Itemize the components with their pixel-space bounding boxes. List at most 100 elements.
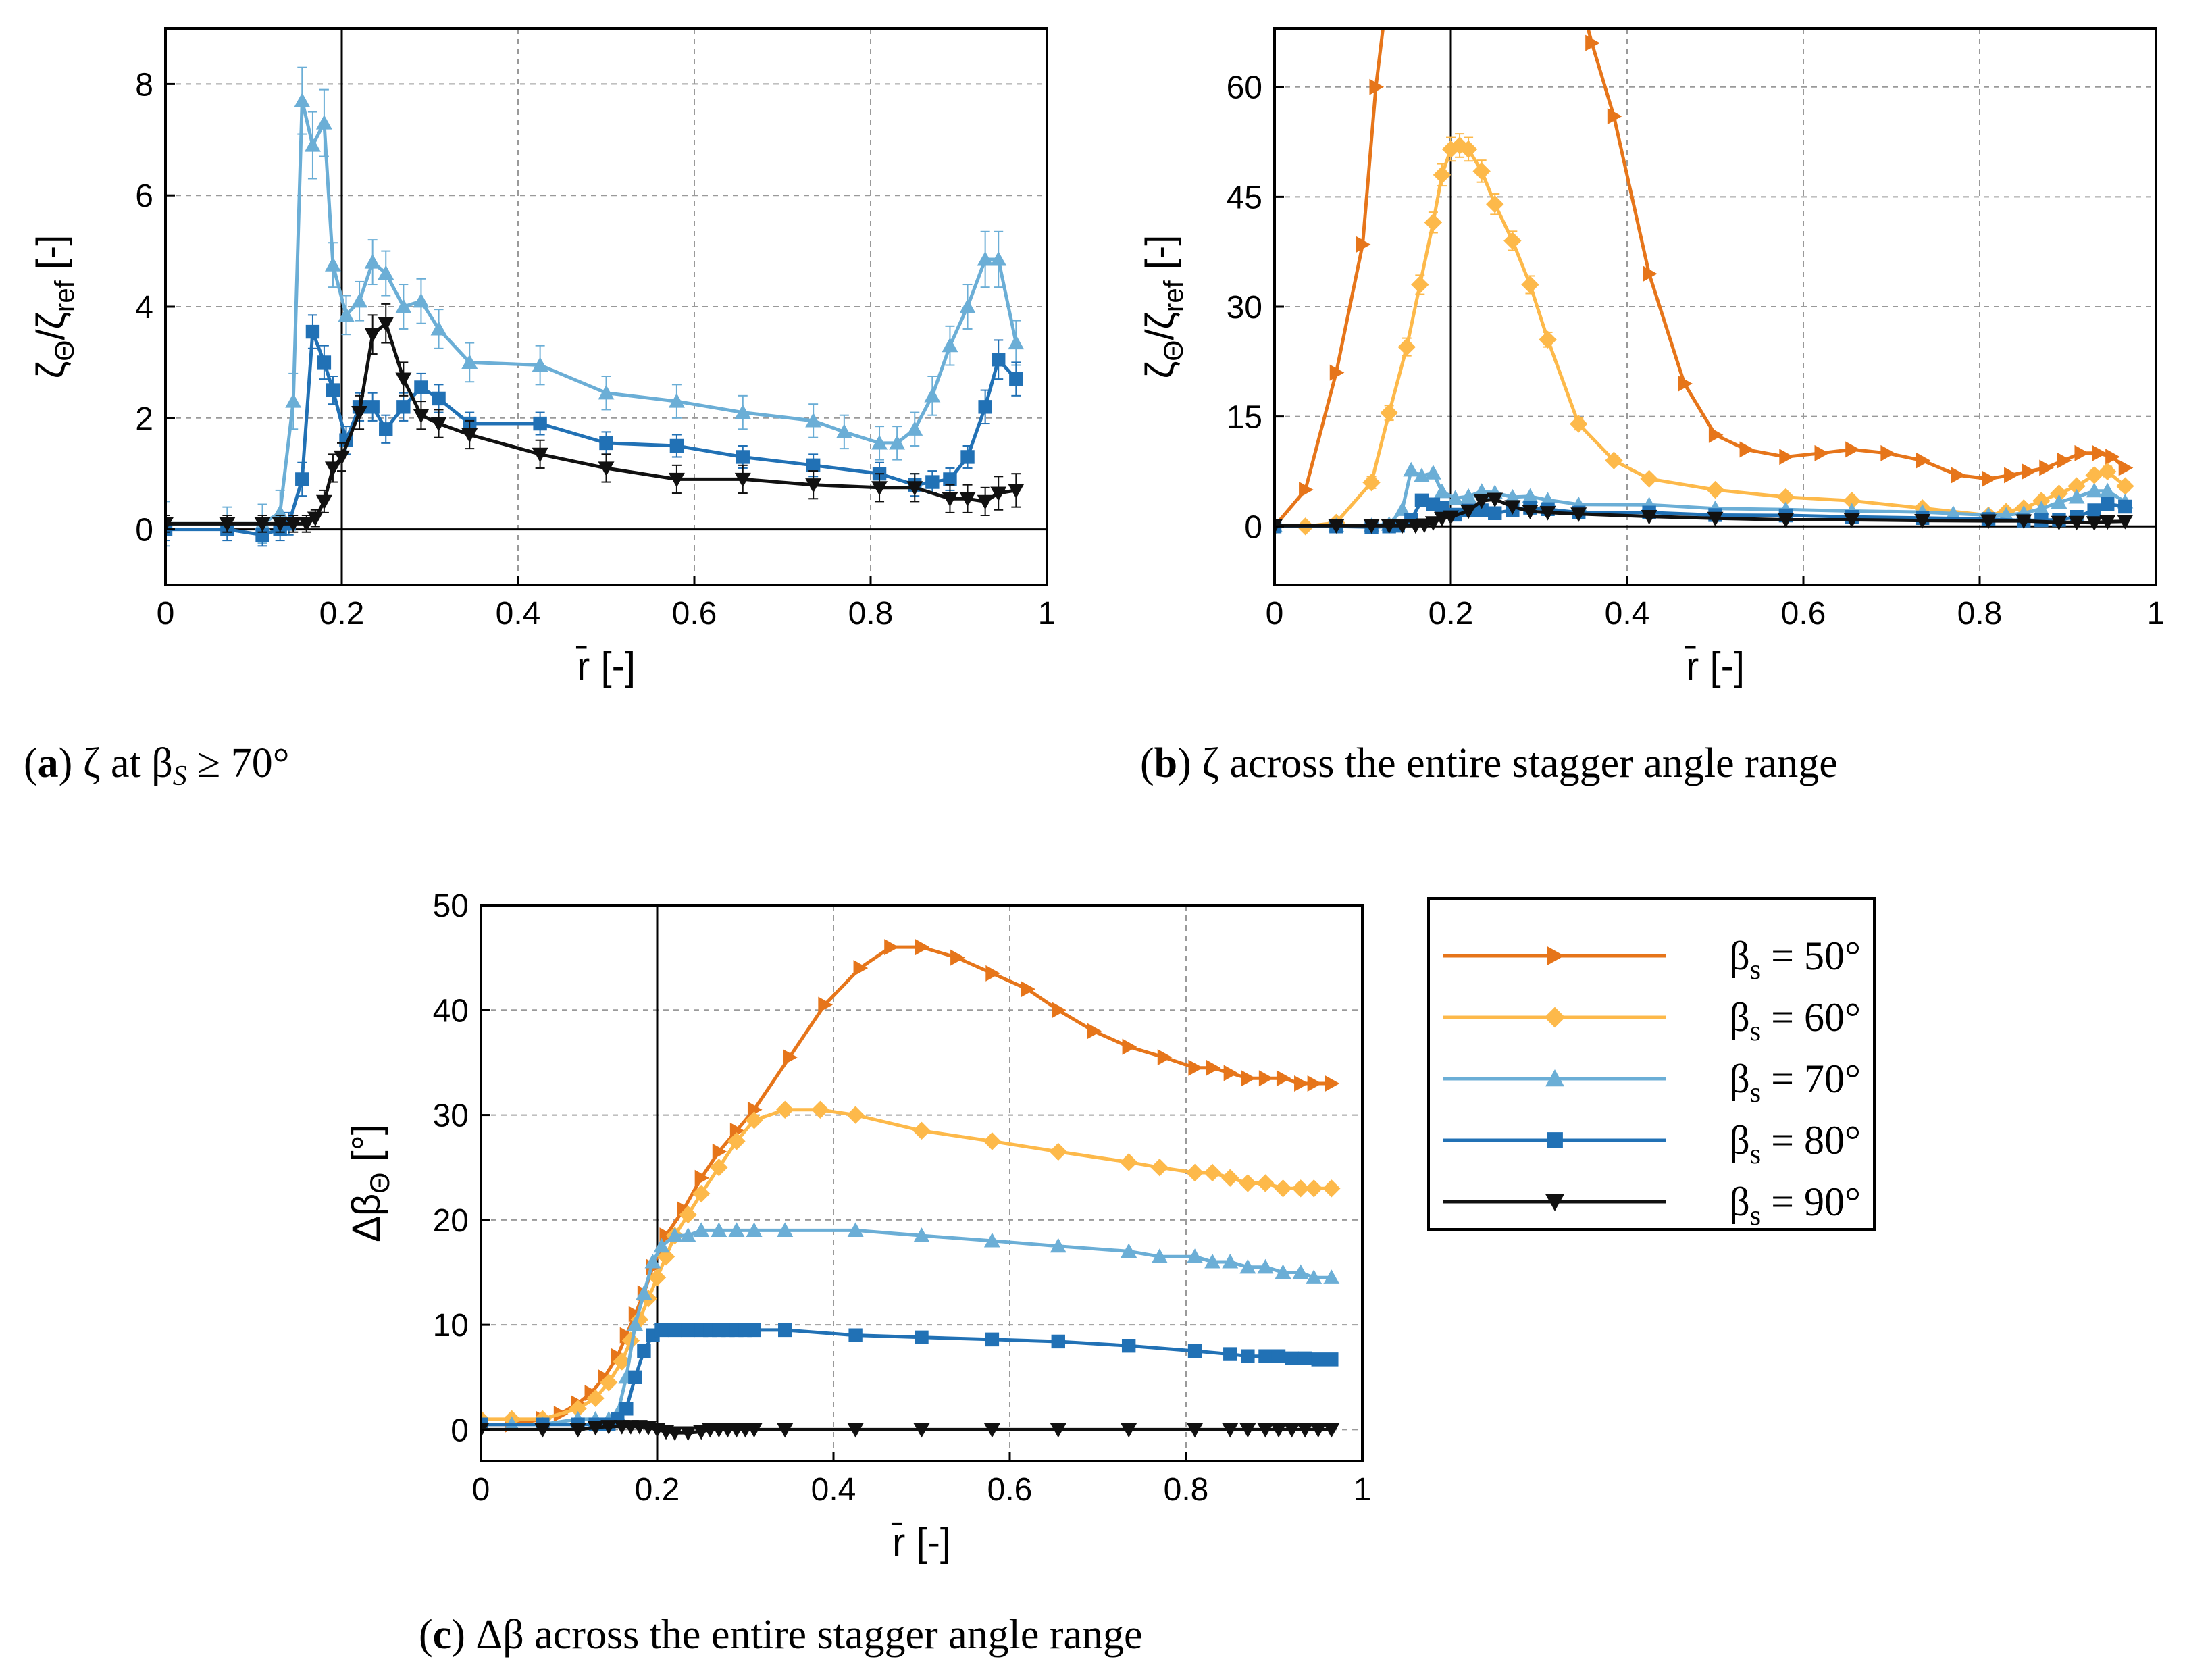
y-tick-label: 0 xyxy=(1244,509,1262,545)
data-point xyxy=(985,1332,1000,1347)
series-90 xyxy=(1275,492,2134,534)
data-point xyxy=(1008,334,1025,350)
data-point xyxy=(317,355,332,370)
y-axis-title: ζΘ/ζref [-] xyxy=(1138,235,1189,379)
y-axis-title-sub2: ref xyxy=(50,280,80,312)
data-point xyxy=(1311,1352,1325,1367)
y-tick-label: 6 xyxy=(135,178,153,214)
data-point xyxy=(1777,513,1794,528)
data-point xyxy=(693,1222,710,1237)
x-tick-label: 1 xyxy=(1038,596,1056,632)
data-point xyxy=(219,517,236,532)
data-point xyxy=(1258,1349,1273,1363)
data-point xyxy=(1708,426,1724,443)
data-point xyxy=(1325,1352,1339,1367)
data-point xyxy=(532,447,548,463)
data-point xyxy=(1285,1351,1299,1366)
data-point xyxy=(1121,1338,1136,1353)
series-90 xyxy=(165,303,1025,533)
data-point xyxy=(710,1159,728,1177)
data-point xyxy=(1294,1075,1309,1092)
data-point xyxy=(324,461,341,476)
data-point xyxy=(736,450,750,464)
data-point xyxy=(1473,494,1490,509)
data-point xyxy=(1424,465,1441,480)
data-point xyxy=(679,1426,696,1442)
y-axis-title-sub: Θ xyxy=(50,340,80,361)
data-point xyxy=(1643,265,1657,282)
series-80 xyxy=(481,1323,1339,1431)
data-point xyxy=(295,472,309,486)
plot-area xyxy=(1275,28,2134,536)
data-point xyxy=(648,1269,667,1287)
x-tick-label: 0 xyxy=(157,596,175,632)
data-point xyxy=(848,1328,863,1342)
data-point xyxy=(294,93,311,107)
ticks: 0 0.2 0.4 0.6 0.8 1 0 15 30 45 60 xyxy=(1227,70,2165,632)
data-point xyxy=(1504,488,1521,504)
legend-label-rest: = 60° xyxy=(1761,995,1861,1040)
data-point xyxy=(847,1423,864,1438)
data-point xyxy=(783,1049,798,1066)
data-point xyxy=(1270,1423,1287,1438)
data-point xyxy=(992,353,1006,367)
x-tick-label: 0 xyxy=(1266,596,1284,632)
data-point xyxy=(1276,1070,1291,1087)
x-tick-label: 0.2 xyxy=(319,596,365,632)
data-point xyxy=(2074,444,2090,461)
panel-caption: (b) ζ across the entire stagger angle ra… xyxy=(1140,740,1838,786)
data-point xyxy=(668,472,685,488)
y-tick-label: 15 xyxy=(1227,400,1262,436)
data-point xyxy=(1050,1423,1066,1438)
legend-label-rest: = 80° xyxy=(1761,1118,1861,1163)
data-point xyxy=(1522,505,1539,520)
data-point xyxy=(983,1423,1000,1438)
data-point xyxy=(711,1222,727,1237)
data-point xyxy=(1122,1038,1137,1055)
data-point xyxy=(395,372,412,388)
data-point xyxy=(2099,462,2117,481)
x-axis-title-space xyxy=(1699,644,1710,688)
legend-marker xyxy=(1545,1069,1564,1087)
y-axis-title: ζΘ/ζref [-] xyxy=(29,235,80,379)
data-point xyxy=(679,1205,697,1224)
data-point xyxy=(1843,492,1861,510)
data-point xyxy=(1369,78,1385,95)
data-point xyxy=(667,1426,684,1442)
data-point xyxy=(1119,1153,1138,1171)
data-point xyxy=(1187,1344,1202,1358)
data-point xyxy=(599,436,613,451)
y-tick-label: 60 xyxy=(1227,70,1262,106)
legend-entry: βs = 80° xyxy=(1443,1118,1861,1170)
data-point xyxy=(285,517,302,532)
data-point xyxy=(776,1100,794,1119)
data-point xyxy=(746,1222,763,1237)
y-tick-label: 30 xyxy=(433,1098,469,1134)
data-point xyxy=(2004,467,2019,484)
data-point xyxy=(315,115,332,130)
data-point xyxy=(621,1331,640,1350)
data-point xyxy=(805,478,822,493)
x-tick-label: 0.6 xyxy=(672,596,717,632)
caption-paren: ) xyxy=(1177,740,1202,786)
data-point xyxy=(1814,444,1830,461)
caption-paren: ) xyxy=(59,740,83,786)
legend-label: βs = 80° xyxy=(1729,1118,1861,1170)
y-axis-title-sub: Θ xyxy=(365,1173,395,1194)
series-60 xyxy=(1275,133,2134,536)
data-point xyxy=(1299,482,1314,499)
data-point xyxy=(1403,461,1420,477)
y-axis-title-unit: [°] xyxy=(344,1124,388,1173)
y-tick-label: 30 xyxy=(1227,290,1262,326)
y-tick-label: 0 xyxy=(451,1412,469,1448)
data-point xyxy=(378,265,394,280)
data-point xyxy=(653,1238,670,1253)
data-point xyxy=(1021,981,1036,998)
data-point xyxy=(924,387,941,403)
data-point xyxy=(2051,515,2067,531)
data-point xyxy=(1521,276,1539,294)
data-point xyxy=(1151,1248,1168,1263)
data-point xyxy=(413,292,430,308)
data-point xyxy=(1607,108,1622,125)
